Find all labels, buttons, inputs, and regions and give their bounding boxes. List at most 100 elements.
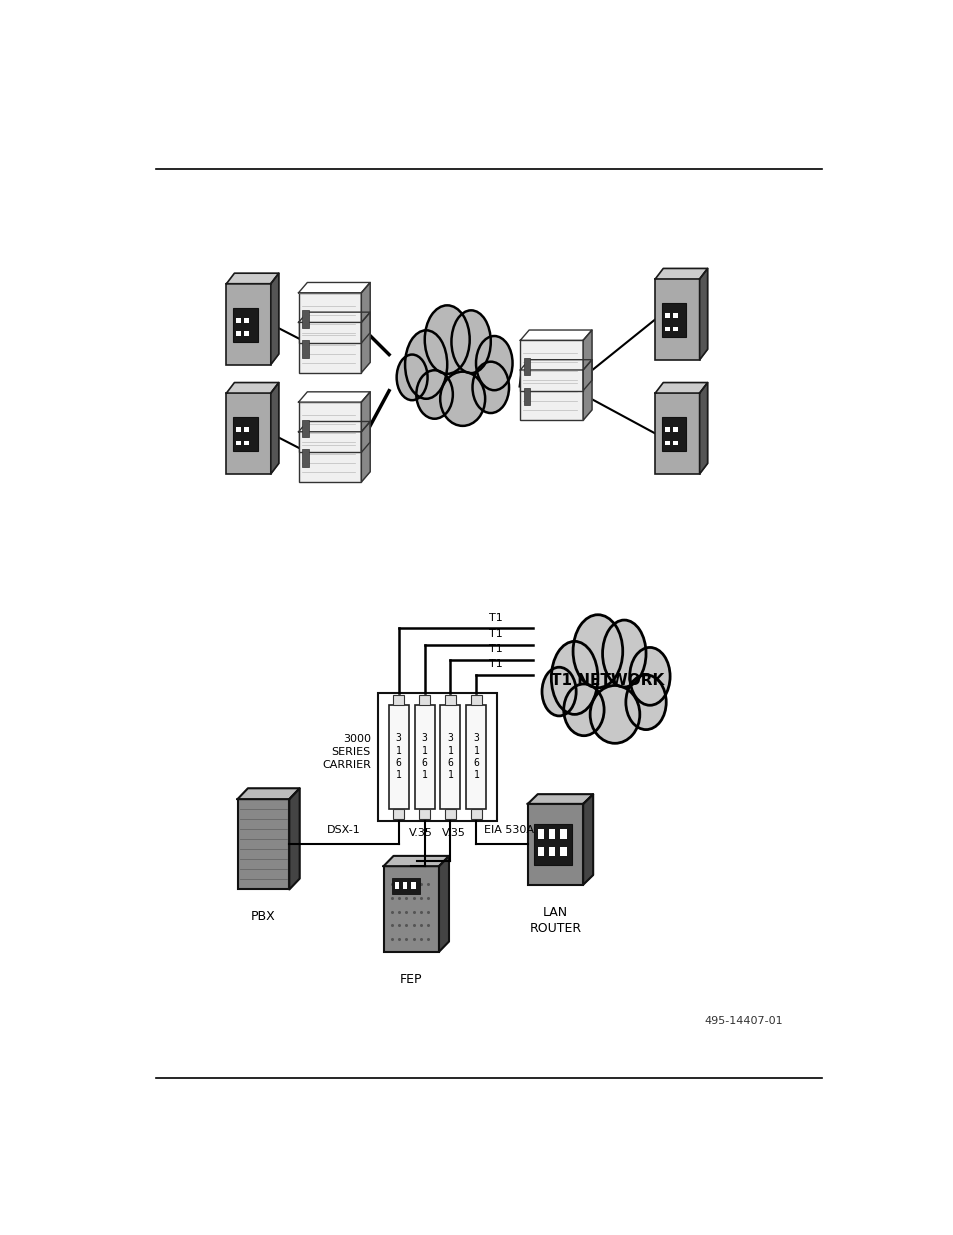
Polygon shape — [383, 856, 449, 866]
FancyBboxPatch shape — [527, 804, 582, 884]
FancyBboxPatch shape — [235, 427, 241, 432]
FancyBboxPatch shape — [444, 809, 456, 819]
FancyBboxPatch shape — [388, 704, 408, 809]
Polygon shape — [438, 856, 449, 952]
FancyBboxPatch shape — [672, 441, 678, 446]
Ellipse shape — [563, 684, 603, 736]
Polygon shape — [298, 312, 370, 322]
Text: 3
1
6
1: 3 1 6 1 — [421, 734, 427, 781]
Ellipse shape — [396, 354, 427, 400]
Polygon shape — [582, 359, 592, 420]
FancyBboxPatch shape — [548, 847, 555, 856]
FancyBboxPatch shape — [664, 312, 670, 317]
Polygon shape — [519, 330, 592, 341]
FancyBboxPatch shape — [233, 308, 257, 342]
Text: T1: T1 — [489, 613, 502, 622]
Ellipse shape — [439, 372, 485, 426]
Ellipse shape — [399, 336, 512, 408]
Polygon shape — [655, 383, 707, 393]
FancyBboxPatch shape — [383, 866, 438, 952]
FancyBboxPatch shape — [548, 829, 555, 839]
FancyBboxPatch shape — [244, 441, 249, 446]
FancyBboxPatch shape — [444, 695, 456, 704]
FancyBboxPatch shape — [672, 312, 678, 317]
Polygon shape — [271, 383, 278, 474]
FancyBboxPatch shape — [302, 450, 308, 467]
FancyBboxPatch shape — [440, 704, 460, 809]
FancyBboxPatch shape — [523, 388, 530, 405]
Text: 3
1
6
1: 3 1 6 1 — [395, 734, 401, 781]
Ellipse shape — [602, 620, 645, 687]
FancyBboxPatch shape — [519, 341, 582, 390]
Polygon shape — [237, 788, 299, 799]
FancyBboxPatch shape — [302, 420, 308, 437]
FancyBboxPatch shape — [559, 829, 566, 839]
Text: PBX: PBX — [251, 910, 275, 924]
Text: DSX-1: DSX-1 — [327, 825, 360, 835]
Text: 3
1
6
1: 3 1 6 1 — [447, 734, 453, 781]
Text: T1 NETWORK: T1 NETWORK — [550, 673, 663, 688]
FancyBboxPatch shape — [534, 824, 572, 864]
FancyBboxPatch shape — [418, 695, 430, 704]
Ellipse shape — [424, 305, 469, 374]
FancyBboxPatch shape — [418, 809, 430, 819]
FancyBboxPatch shape — [559, 847, 566, 856]
Ellipse shape — [551, 641, 598, 714]
Text: V.35: V.35 — [442, 829, 466, 839]
Polygon shape — [298, 421, 370, 432]
Text: T1: T1 — [489, 645, 502, 655]
FancyBboxPatch shape — [302, 340, 308, 358]
Polygon shape — [527, 794, 593, 804]
Polygon shape — [582, 794, 593, 884]
FancyBboxPatch shape — [402, 883, 407, 889]
FancyBboxPatch shape — [519, 370, 582, 420]
Ellipse shape — [405, 330, 447, 399]
FancyBboxPatch shape — [672, 326, 678, 331]
Polygon shape — [298, 391, 370, 403]
FancyBboxPatch shape — [235, 317, 241, 322]
Polygon shape — [519, 359, 592, 370]
FancyBboxPatch shape — [244, 317, 249, 322]
Text: FEP: FEP — [399, 973, 422, 986]
Polygon shape — [226, 273, 278, 284]
Polygon shape — [298, 283, 370, 293]
FancyBboxPatch shape — [235, 331, 241, 336]
Text: 495-14407-01: 495-14407-01 — [704, 1016, 782, 1026]
Polygon shape — [582, 330, 592, 390]
Ellipse shape — [544, 647, 669, 724]
Text: LAN
ROUTER: LAN ROUTER — [529, 905, 581, 935]
FancyBboxPatch shape — [244, 427, 249, 432]
Polygon shape — [289, 788, 299, 889]
Text: T1: T1 — [489, 659, 502, 669]
Text: EIA 530A: EIA 530A — [484, 825, 534, 835]
FancyBboxPatch shape — [298, 293, 361, 343]
Polygon shape — [226, 383, 278, 393]
FancyBboxPatch shape — [661, 304, 685, 337]
Polygon shape — [361, 283, 370, 343]
Polygon shape — [699, 268, 707, 359]
FancyBboxPatch shape — [237, 799, 289, 889]
FancyBboxPatch shape — [235, 441, 241, 446]
Polygon shape — [699, 383, 707, 474]
Ellipse shape — [476, 336, 512, 390]
FancyBboxPatch shape — [415, 704, 435, 809]
Polygon shape — [361, 421, 370, 482]
Ellipse shape — [451, 310, 490, 373]
FancyBboxPatch shape — [302, 310, 308, 327]
Text: 3
1
6
1: 3 1 6 1 — [473, 734, 478, 781]
FancyBboxPatch shape — [672, 427, 678, 432]
Ellipse shape — [472, 362, 509, 412]
FancyBboxPatch shape — [664, 326, 670, 331]
FancyBboxPatch shape — [392, 878, 419, 894]
Ellipse shape — [590, 685, 639, 743]
Polygon shape — [655, 268, 707, 279]
FancyBboxPatch shape — [537, 847, 544, 856]
Ellipse shape — [629, 647, 669, 705]
Polygon shape — [271, 273, 278, 364]
Ellipse shape — [573, 615, 622, 688]
Ellipse shape — [625, 674, 665, 730]
FancyBboxPatch shape — [244, 331, 249, 336]
FancyBboxPatch shape — [226, 393, 271, 474]
FancyBboxPatch shape — [298, 403, 361, 452]
FancyBboxPatch shape — [523, 358, 530, 375]
